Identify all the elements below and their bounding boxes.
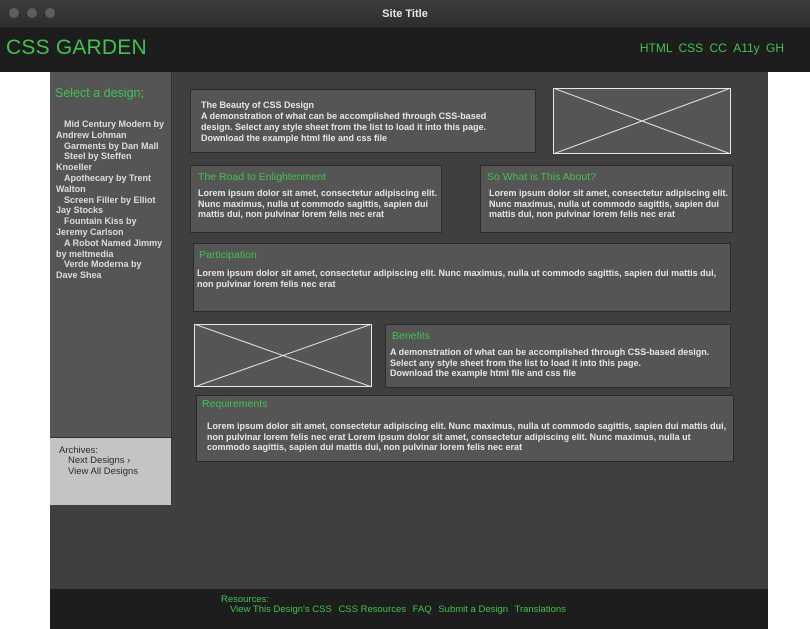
about-text: Lorem ipsum dolor sit amet, consectetur … bbox=[489, 188, 729, 219]
intro-download-link[interactable]: Download the example html file and css f… bbox=[201, 133, 388, 143]
site-brand[interactable]: CSS GARDEN bbox=[6, 36, 147, 59]
benefits-title: Benefits bbox=[392, 330, 430, 342]
nav-link-gh[interactable]: GH bbox=[766, 41, 784, 55]
next-designs-link[interactable]: Next Designs › bbox=[68, 455, 131, 466]
about-panel: So What is This About? Lorem ipsum dolor… bbox=[480, 165, 733, 233]
design-list: Mid Century Modern by Andrew Lohman Garm… bbox=[56, 119, 164, 281]
road-title: The Road to Enlightenment bbox=[198, 171, 326, 183]
view-all-designs-link[interactable]: View All Designs bbox=[68, 466, 139, 477]
design-link[interactable]: Fountain Kiss by Jeremy Carlson bbox=[56, 216, 137, 237]
design-link[interactable]: Garments by Dan Mall bbox=[64, 140, 159, 151]
maximize-window-button[interactable] bbox=[45, 8, 55, 18]
benefits-download-link[interactable]: Download the example html file and css f… bbox=[390, 368, 577, 378]
nav-link-a11y[interactable]: A11y bbox=[733, 41, 760, 55]
nav-link-html[interactable]: HTML bbox=[639, 41, 673, 55]
participation-text: Lorem ipsum dolor sit amet, consectetur … bbox=[197, 268, 717, 289]
benefits-text: A demonstration of what can be accomplis… bbox=[390, 347, 710, 368]
intro-title: The Beauty of CSS Design bbox=[201, 100, 315, 110]
design-link[interactable]: Verde Moderna by Dave Shea bbox=[56, 259, 142, 281]
participation-panel: Participation Lorem ipsum dolor sit amet… bbox=[193, 243, 731, 312]
image-placeholder bbox=[194, 324, 372, 387]
requirements-title: Requirements bbox=[202, 398, 268, 410]
about-title: So What is This About? bbox=[487, 171, 596, 183]
window-title: Site Title bbox=[382, 8, 428, 20]
road-panel: The Road to Enlightenment Lorem ipsum do… bbox=[190, 165, 442, 233]
design-link[interactable]: Mid Century Modern by Andrew Lohman bbox=[56, 119, 165, 140]
design-link[interactable]: Apothecary by Trent Walton bbox=[56, 172, 152, 194]
minimize-window-button[interactable] bbox=[27, 8, 37, 18]
image-placeholder bbox=[553, 88, 731, 154]
footer-link-submit-design[interactable]: Submit a Design bbox=[438, 604, 509, 615]
select-design-heading: Select a design; bbox=[55, 86, 144, 100]
nav-link-cc[interactable]: CC bbox=[709, 41, 727, 55]
footer-links: View This Design's CSS CSS Resources FAQ… bbox=[230, 604, 570, 615]
resources-label: Resources: bbox=[221, 594, 270, 605]
site-footer: Resources: View This Design's CSS CSS Re… bbox=[50, 589, 768, 629]
nav-link-css[interactable]: CSS bbox=[678, 41, 704, 55]
placeholder-cross-icon bbox=[553, 88, 731, 154]
site-header: CSS GARDEN HTML CSS CC A11y GH bbox=[0, 28, 810, 72]
footer-link-view-css[interactable]: View This Design's CSS bbox=[230, 604, 332, 615]
requirements-panel: Requirements Lorem ipsum dolor sit amet,… bbox=[196, 395, 734, 462]
footer-link-css-resources[interactable]: CSS Resources bbox=[338, 604, 407, 615]
top-nav: HTML CSS CC A11y GH bbox=[637, 41, 784, 55]
footer-link-faq[interactable]: FAQ bbox=[412, 604, 432, 615]
intro-panel: The Beauty of CSS Design A demonstration… bbox=[190, 89, 536, 153]
window-titlebar: Site Title bbox=[0, 0, 810, 28]
placeholder-cross-icon bbox=[194, 324, 372, 387]
design-link[interactable]: Steel by Steffen Knoeller bbox=[56, 151, 132, 173]
design-sidebar: Select a design; Mid Century Modern by A… bbox=[50, 72, 172, 438]
intro-text: A demonstration of what can be accomplis… bbox=[201, 111, 487, 132]
benefits-panel: Benefits A demonstration of what can be … bbox=[385, 324, 731, 388]
design-link[interactable]: Screen Filler by Elliot Jay Stocks bbox=[56, 194, 156, 216]
design-link[interactable]: A Robot Named Jimmy by meltmedia bbox=[56, 237, 163, 259]
participation-title: Participation bbox=[199, 249, 257, 261]
road-text: Lorem ipsum dolor sit amet, consectetur … bbox=[198, 188, 438, 219]
archives-panel: Archives: Next Designs › View All Design… bbox=[50, 438, 172, 505]
requirements-text: Lorem ipsum dolor sit amet, consectetur … bbox=[207, 421, 727, 452]
archives-label: Archives: bbox=[59, 445, 99, 456]
close-window-button[interactable] bbox=[9, 8, 19, 18]
footer-link-translations[interactable]: Translations bbox=[514, 604, 566, 615]
